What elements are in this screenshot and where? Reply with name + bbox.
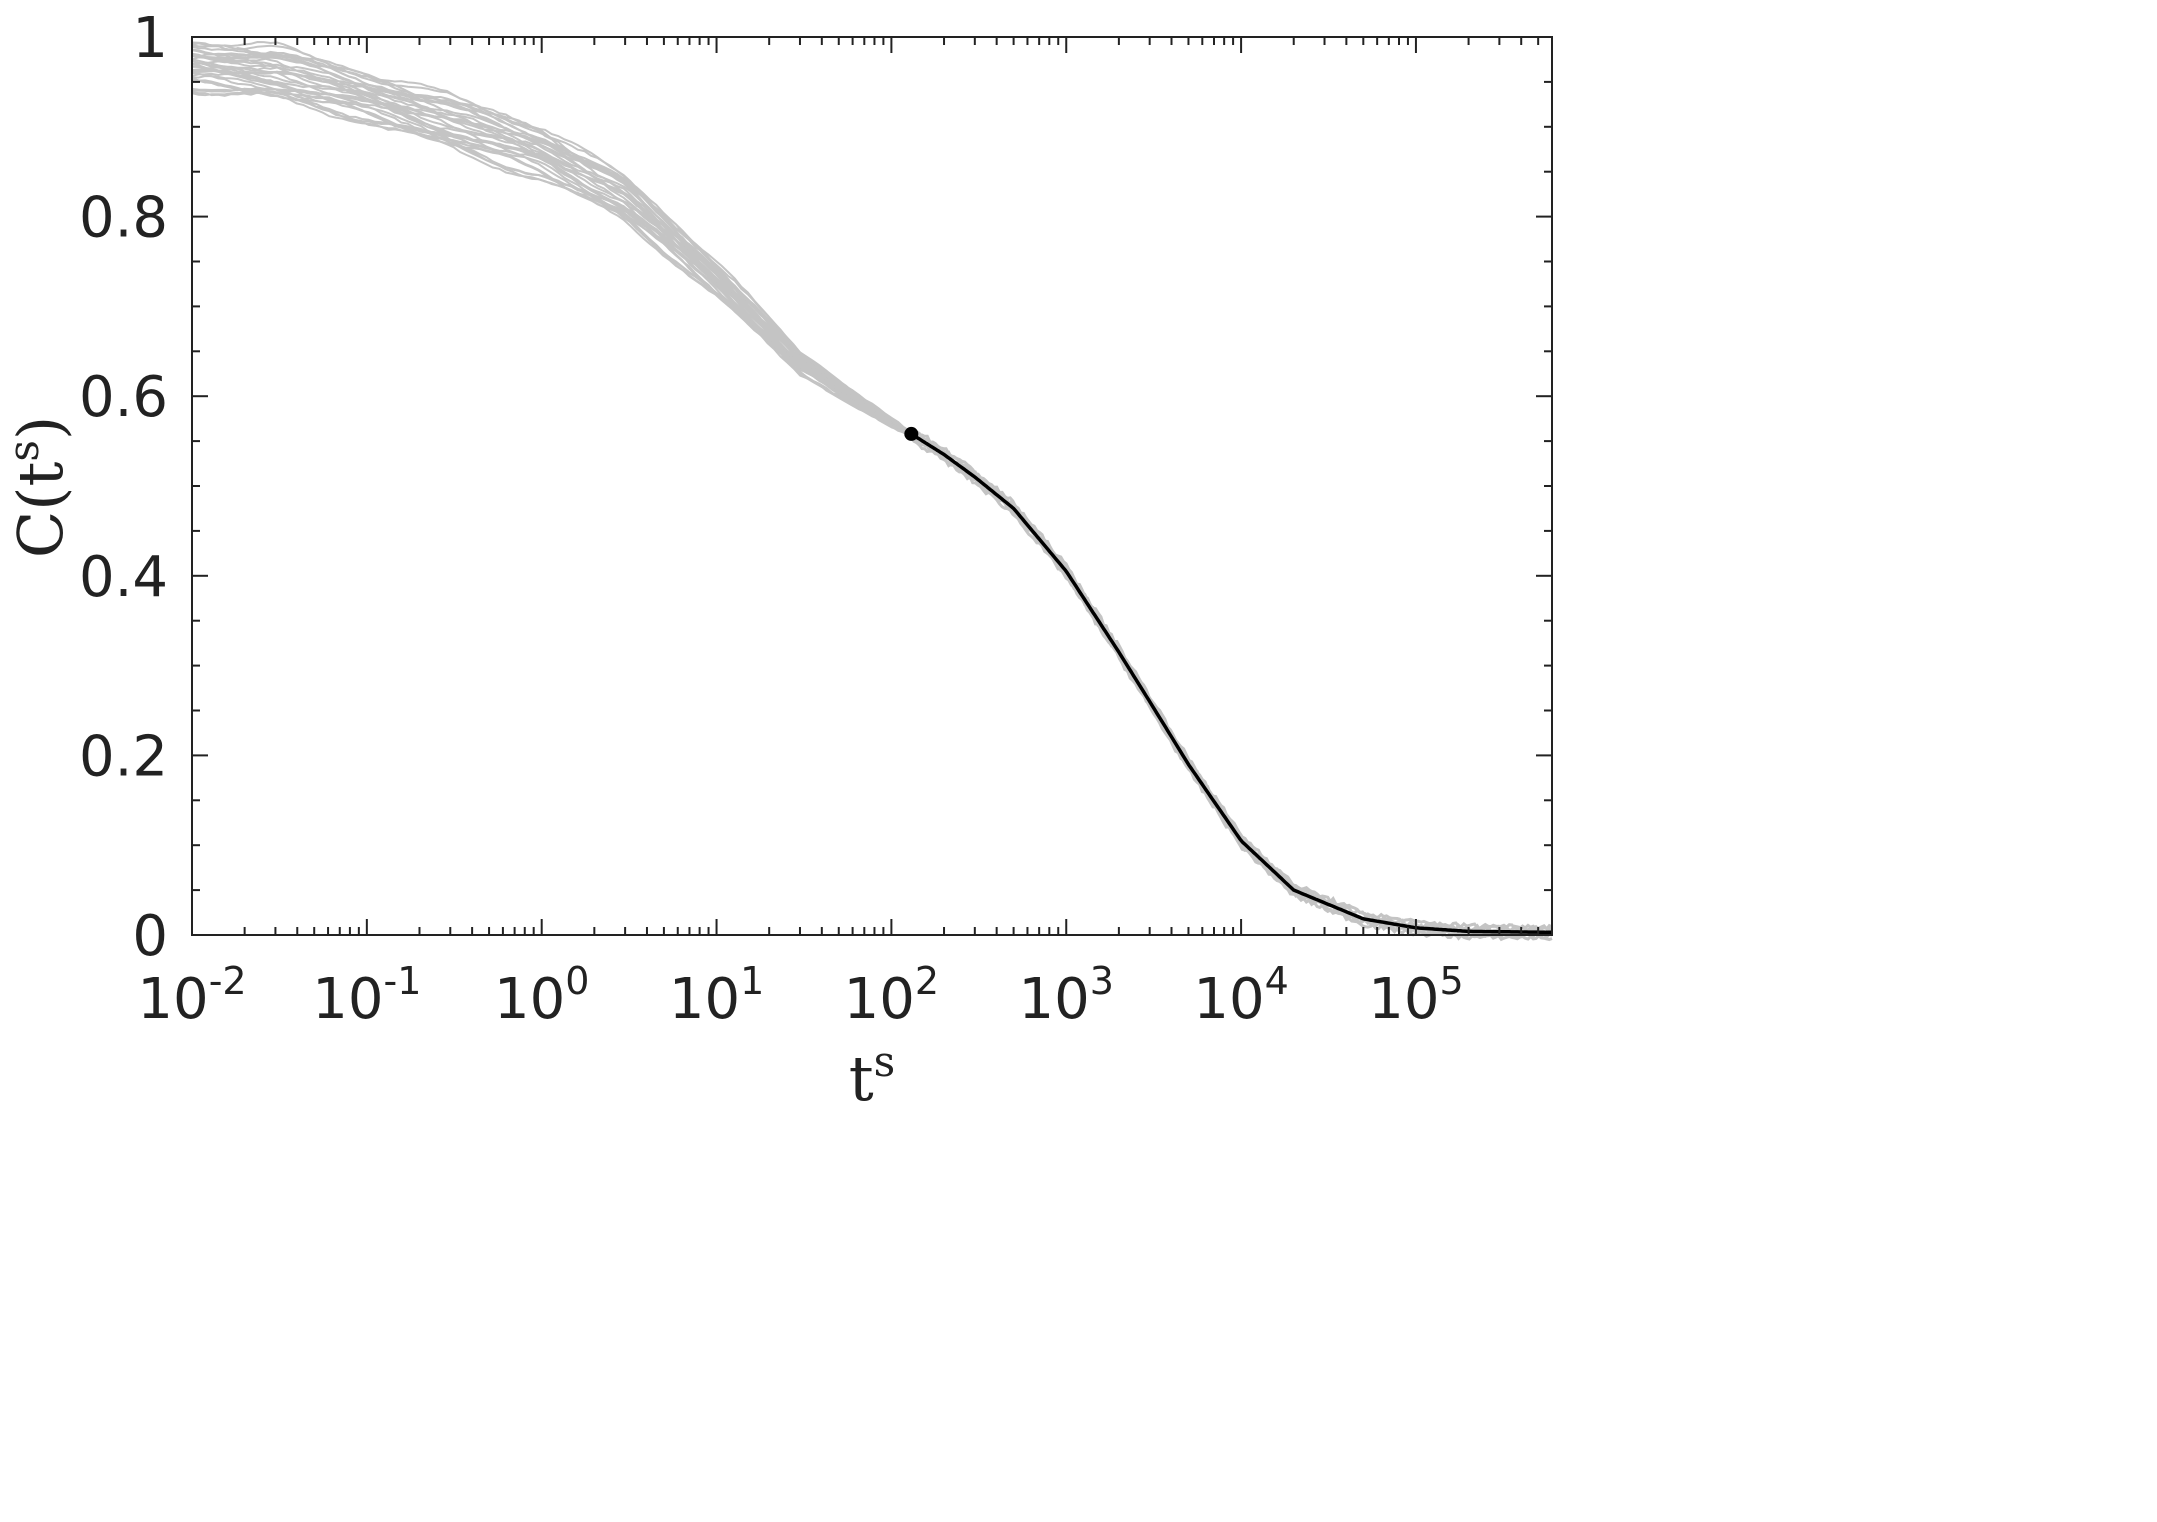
x-tick-label: 10-2 [137,959,246,1032]
y-axis-title-suffix: ) [4,416,77,440]
x-tick-label-base: 10 [494,967,565,1032]
trajectory-line [191,62,912,436]
x-tick-label-exp: 3 [1090,959,1114,1003]
x-tick-label-exp: -1 [384,959,422,1003]
start-marker [904,426,919,441]
y-tick-label: 0.4 [79,545,168,610]
trajectory-line [191,40,912,434]
trajectory-line [191,52,912,435]
trajectory-lines [191,40,1553,942]
y-tick-labels: 0 0.2 0.4 0.6 0.8 1 [79,6,168,969]
x-tick-label-exp: 2 [915,959,939,1003]
x-axis-title: ts [849,1037,895,1115]
x-tick-label-exp: -2 [209,959,247,1003]
marker-layer [904,426,919,441]
x-tick-label-exp: 0 [565,959,589,1003]
x-tick-label-exp: 4 [1265,959,1289,1003]
x-tick-label: 100 [494,959,589,1032]
x-tick-label: 105 [1368,959,1463,1032]
y-tick-label: 0.2 [79,724,168,789]
x-tick-label: 104 [1193,959,1288,1032]
x-tick-label-base: 10 [1019,967,1090,1032]
axis-ticks [191,36,1553,936]
fit-line [910,432,1552,935]
y-tick-label: 1 [132,6,168,71]
trajectory-line [191,74,912,437]
x-tick-label-base: 10 [137,967,208,1032]
x-tick-label-exp: 1 [740,959,764,1003]
y-tick-label: 0.8 [79,186,168,251]
fit-line-group [910,432,1552,935]
y-axis-title-sup: s [0,440,48,462]
trajectory-tail-line [910,428,1553,932]
y-tick-label: 0.6 [79,365,168,430]
x-tick-label: 101 [669,959,764,1032]
x-tick-label-base: 10 [844,967,915,1032]
x-tick-label: 102 [844,959,939,1032]
y-axis-title: C(ts) [0,416,77,558]
x-tick-label-base: 10 [1368,967,1439,1032]
y-tick-label: 0 [132,904,168,969]
x-tick-label-base: 10 [312,967,383,1032]
x-axis-title-base: t [849,1042,874,1115]
x-tick-label-base: 10 [1193,967,1264,1032]
y-axis-title-base: t [4,462,77,487]
x-tick-label: 103 [1019,959,1114,1032]
x-tick-label: 10-1 [312,959,421,1032]
y-axis-title-prefix: C( [4,487,77,559]
x-tick-label-base: 10 [669,967,740,1032]
x-tick-label-exp: 5 [1439,959,1463,1003]
x-axis-title-sup: s [874,1037,896,1086]
x-tick-labels: 10-2 10-1 100 101 102 103 104 105 [137,959,1463,1032]
